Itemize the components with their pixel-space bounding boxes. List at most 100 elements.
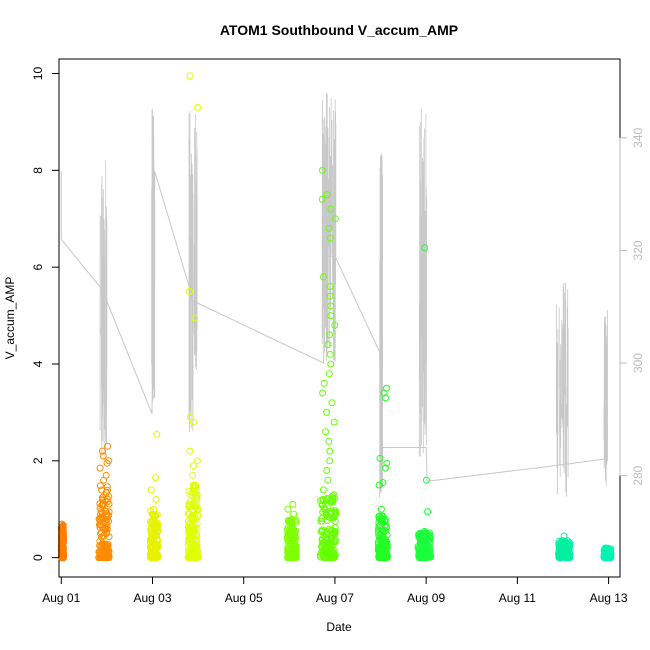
data-point bbox=[147, 553, 154, 560]
data-point bbox=[97, 514, 104, 522]
x-tick-label: Aug 09 bbox=[407, 591, 445, 605]
data-point bbox=[378, 553, 386, 561]
data-point bbox=[186, 535, 194, 543]
data-point-outlier bbox=[328, 399, 336, 407]
data-point bbox=[95, 515, 103, 523]
data-point-outlier bbox=[189, 471, 196, 479]
data-point bbox=[604, 554, 612, 561]
x-tick-label: Aug 01 bbox=[42, 591, 80, 605]
data-point bbox=[152, 522, 160, 530]
data-point bbox=[194, 506, 202, 514]
x-tick-label: Aug 05 bbox=[225, 591, 263, 605]
data-point-outlier bbox=[190, 462, 197, 470]
data-point bbox=[331, 507, 339, 515]
data-point bbox=[421, 529, 429, 537]
data-point bbox=[102, 554, 109, 562]
data-point bbox=[375, 519, 383, 527]
data-point-outlier bbox=[331, 321, 339, 329]
data-point-outlier bbox=[322, 428, 330, 436]
data-point bbox=[376, 551, 384, 559]
data-point-outlier bbox=[99, 452, 107, 460]
y-tick-label: 10 bbox=[31, 67, 45, 81]
data-point-outlier bbox=[104, 442, 112, 450]
data-point-outlier bbox=[103, 459, 111, 467]
data-point bbox=[383, 540, 391, 548]
data-point-outlier bbox=[290, 510, 298, 518]
data-point-outlier bbox=[326, 447, 334, 455]
y-tick-label: 2 bbox=[31, 457, 45, 464]
y-axis-label: V_accum_AMP bbox=[3, 277, 17, 360]
data-point bbox=[96, 500, 104, 508]
data-point-outlier bbox=[377, 505, 385, 513]
data-point-outlier bbox=[382, 464, 389, 472]
data-point-outlier bbox=[324, 341, 332, 349]
data-point bbox=[382, 537, 390, 545]
data-point-outlier bbox=[382, 394, 389, 402]
data-point bbox=[98, 541, 106, 549]
data-point bbox=[328, 526, 336, 534]
data-point-outlier bbox=[99, 447, 106, 455]
secondary-spikes-1 bbox=[151, 108, 156, 402]
data-point-outlier bbox=[318, 195, 326, 203]
data-point bbox=[98, 533, 106, 541]
data-point bbox=[322, 545, 330, 553]
data-point bbox=[96, 511, 104, 519]
data-point-outlier bbox=[375, 481, 383, 489]
data-point bbox=[154, 552, 162, 560]
data-point bbox=[153, 532, 161, 539]
data-point bbox=[184, 510, 192, 518]
cluster-9 bbox=[600, 544, 615, 562]
data-point bbox=[147, 523, 155, 531]
secondary-spikes-8 bbox=[603, 310, 608, 487]
data-point-outlier bbox=[422, 476, 430, 484]
data-point bbox=[102, 523, 109, 531]
data-point bbox=[147, 545, 155, 553]
data-point-outlier bbox=[326, 457, 334, 465]
data-point bbox=[194, 548, 202, 556]
data-point bbox=[416, 553, 424, 561]
data-point bbox=[318, 544, 326, 552]
data-point bbox=[331, 538, 339, 546]
data-point-outlier bbox=[284, 505, 292, 513]
data-point bbox=[103, 488, 110, 496]
data-point bbox=[96, 504, 104, 512]
data-point bbox=[153, 536, 161, 544]
data-point bbox=[146, 518, 154, 526]
data-point bbox=[556, 540, 564, 548]
data-point bbox=[192, 535, 200, 543]
data-point bbox=[59, 554, 67, 561]
data-point bbox=[153, 511, 161, 519]
data-point bbox=[320, 554, 328, 562]
data-point bbox=[562, 545, 570, 553]
y-axis: 0 2 4 6 8 10 bbox=[31, 67, 60, 561]
data-point-outlier bbox=[325, 224, 333, 232]
data-point bbox=[426, 529, 433, 537]
data-point bbox=[376, 544, 384, 552]
data-point-outlier bbox=[327, 302, 335, 310]
data-point bbox=[105, 508, 113, 516]
data-point bbox=[379, 512, 387, 520]
x-tick-label: Aug 03 bbox=[133, 591, 171, 605]
y-tick-label: 0 bbox=[31, 554, 45, 561]
data-point bbox=[331, 535, 339, 543]
data-point-outlier bbox=[560, 532, 568, 540]
data-point-outlier bbox=[380, 389, 388, 397]
data-point bbox=[329, 495, 337, 503]
data-point-outlier bbox=[323, 467, 331, 474]
data-point bbox=[382, 527, 390, 535]
y-tick-label: 8 bbox=[31, 167, 45, 174]
data-point bbox=[564, 553, 572, 561]
data-point bbox=[194, 511, 202, 519]
data-point-outlier bbox=[152, 496, 160, 503]
data-point bbox=[332, 510, 340, 518]
data-point bbox=[101, 497, 109, 505]
x-axis-label: Date bbox=[326, 620, 352, 634]
data-point bbox=[292, 543, 300, 551]
data-point bbox=[426, 534, 434, 542]
data-point bbox=[561, 553, 569, 561]
data-point-outlier bbox=[320, 379, 328, 387]
data-point bbox=[98, 529, 105, 536]
data-point-outlier bbox=[323, 191, 331, 199]
data-point bbox=[426, 543, 434, 551]
